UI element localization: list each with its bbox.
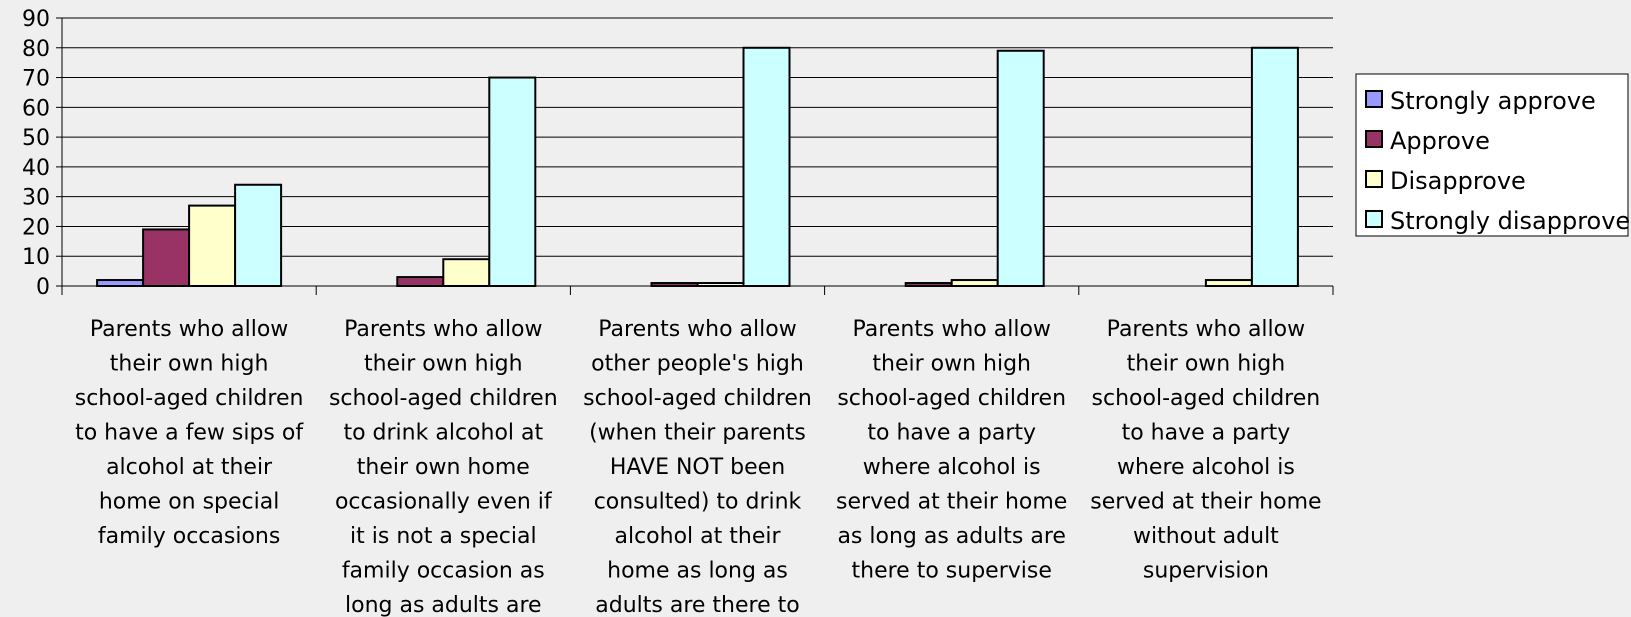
category-label-line: served at their home xyxy=(1090,490,1321,515)
category-label-line: Parents who allow xyxy=(598,317,796,342)
category-label-line: school-aged children xyxy=(1092,386,1321,411)
bar-strongly-disapprove xyxy=(742,46,791,288)
category-label-line: where alcohol is xyxy=(863,455,1041,480)
category-label-line: family occasions xyxy=(98,524,280,549)
bar-approve xyxy=(396,276,445,288)
category-label-line: their own high xyxy=(872,352,1031,377)
category-label-line: family occasion as xyxy=(342,559,545,584)
category-label-line: supervision xyxy=(1143,559,1269,584)
category-label-line: adults are there to xyxy=(595,593,799,617)
bar-approve xyxy=(904,282,953,287)
category-label-line: where alcohol is xyxy=(1117,455,1295,480)
bar-approve xyxy=(650,282,699,287)
legend-swatch xyxy=(1365,210,1383,228)
y-tick-label: 10 xyxy=(22,245,50,270)
category-label-line: to drink alcohol at xyxy=(343,421,543,446)
category-label-line: Parents who allow xyxy=(344,317,542,342)
bar-disapprove xyxy=(442,258,491,288)
category-label-line: to have a few sips of xyxy=(75,421,304,446)
category-label-line: alcohol at their xyxy=(614,524,781,549)
legend-label: Approve xyxy=(1390,127,1490,155)
bar-disapprove xyxy=(950,279,999,287)
y-tick-label: 90 xyxy=(22,7,50,32)
bar-strongly-approve xyxy=(96,279,145,287)
category-label-line: consulted) to drink xyxy=(594,490,802,515)
category-label-line: school-aged children xyxy=(837,386,1066,411)
legend-label: Disapprove xyxy=(1390,167,1526,195)
category-label-line: to have a party xyxy=(1122,421,1291,446)
legend-swatch xyxy=(1365,170,1383,188)
category-label: Parents who allow their own high school-ag… xyxy=(75,317,305,549)
category-label: Parents who allow their own high school-ag… xyxy=(329,317,558,617)
category-label-line: their own high xyxy=(110,352,269,377)
legend-label: Strongly approve xyxy=(1390,87,1596,115)
category-label-line: (when their parents xyxy=(589,421,806,446)
category-labels: Parents who allow their own high school-ag… xyxy=(75,317,1322,617)
category-label-line: school-aged children xyxy=(329,386,558,411)
category-label-line: as long as adults are xyxy=(837,524,1066,549)
legend: Strongly approve Approve Disapprove Strongl… xyxy=(1355,73,1630,237)
category-label-line: to have a party xyxy=(867,421,1036,446)
bar-disapprove xyxy=(188,204,237,288)
y-tick-label: 0 xyxy=(36,275,50,300)
bar-strongly-disapprove xyxy=(234,183,283,287)
y-tick-label: 20 xyxy=(22,215,50,240)
legend-swatch xyxy=(1365,130,1383,148)
category-label-line: home as long as xyxy=(607,559,788,584)
category-label-line: occasionally even if xyxy=(335,490,553,515)
y-tick-label: 50 xyxy=(22,126,50,151)
category-label-line: other people's high xyxy=(591,352,804,377)
category-label: Parents who allow their own high school-ag… xyxy=(836,317,1067,584)
category-label-line: Parents who allow xyxy=(90,317,288,342)
y-tick-label: 60 xyxy=(22,96,50,121)
category-label-line: served at their home xyxy=(836,490,1067,515)
bar-strongly-disapprove xyxy=(488,76,537,287)
category-label-line: alcohol at their xyxy=(106,455,273,480)
y-tick-label: 70 xyxy=(22,67,50,92)
bar-approve xyxy=(142,228,191,288)
y-tick-label: 40 xyxy=(22,156,50,181)
y-axis: 0 10 20 30 40 50 60 70 80 90 xyxy=(22,7,63,300)
category-label-line: Parents who allow xyxy=(852,317,1050,342)
category-label-line: without adult xyxy=(1133,524,1279,549)
bar-strongly-disapprove xyxy=(996,49,1045,287)
category-label-line: their own high xyxy=(364,352,523,377)
category-label-line: their own high xyxy=(1127,352,1286,377)
y-tick-label: 30 xyxy=(22,186,50,211)
category-label-line: their own home xyxy=(357,455,530,480)
y-tick-label: 80 xyxy=(22,37,50,62)
bar-disapprove xyxy=(696,282,745,287)
category-label-line: HAVE NOT been xyxy=(610,455,785,480)
category-label-line: home on special xyxy=(99,490,280,515)
category-label: Parents who allow other people's high scho… xyxy=(583,317,812,617)
category-label-line: there to supervise xyxy=(852,559,1052,584)
category-label-line: long as adults are xyxy=(345,593,542,617)
category-label-line: school-aged children xyxy=(75,386,304,411)
category-label-line: it is not a special xyxy=(350,524,537,549)
bar-disapprove xyxy=(1204,279,1253,287)
legend-swatch xyxy=(1365,90,1383,108)
bars xyxy=(96,46,1299,288)
category-label-line: Parents who allow xyxy=(1107,317,1305,342)
legend-box xyxy=(1355,73,1629,237)
category-label-line: school-aged children xyxy=(583,386,812,411)
legend-label: Strongly disapprove xyxy=(1390,207,1630,235)
x-axis xyxy=(61,285,1334,295)
category-label: Parents who allow their own high school-ag… xyxy=(1090,317,1321,584)
bar-strongly-disapprove xyxy=(1250,46,1299,288)
